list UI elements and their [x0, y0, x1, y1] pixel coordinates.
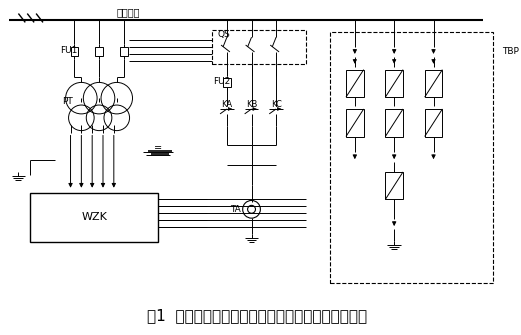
Text: =: = [154, 143, 162, 153]
Bar [120, 47, 128, 56]
Text: TBP: TBP [502, 48, 519, 56]
Text: KA: KA [221, 99, 232, 109]
Bar [386, 172, 403, 199]
Bar [70, 47, 78, 56]
Bar [386, 70, 403, 97]
Bar [223, 78, 231, 87]
Text: 系统母线: 系统母线 [117, 8, 140, 17]
Bar [425, 109, 442, 137]
Bar [95, 47, 103, 56]
Bar [386, 109, 403, 137]
Text: QS: QS [217, 30, 230, 39]
Bar [346, 109, 364, 137]
Text: KC: KC [271, 99, 281, 109]
Bar [330, 32, 492, 283]
Text: TA: TA [230, 205, 241, 214]
Text: PT: PT [61, 96, 72, 106]
Text: FU2: FU2 [213, 77, 230, 86]
Text: FU1: FU1 [60, 47, 77, 55]
Bar [346, 70, 364, 97]
Text: 图1  消弧消谐选线及过电压保护综合装置电气原理图: 图1 消弧消谐选线及过电压保护综合装置电气原理图 [147, 308, 367, 323]
Text: WZK: WZK [81, 212, 107, 222]
Bar [212, 30, 306, 64]
Bar [425, 70, 442, 97]
Bar [30, 193, 158, 242]
Text: KB: KB [246, 99, 257, 109]
